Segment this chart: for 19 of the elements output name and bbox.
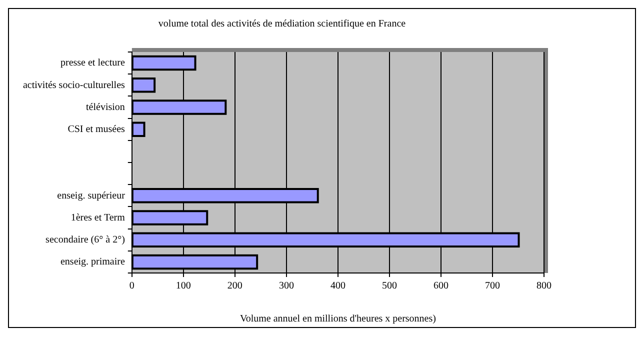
y-tick-label: 1ères et Term: [70, 212, 126, 224]
y-tick-label: enseig. supérieur: [57, 190, 126, 202]
x-tick-label: 500: [382, 280, 397, 292]
y-tick-label: télévision: [86, 102, 125, 113]
y-tick-label: enseig. primaire: [60, 256, 126, 268]
x-axis-title: Volume annuel en millions d'heures x personnes): [240, 314, 436, 325]
x-tick-label: 100: [176, 280, 191, 292]
x-tick-label: 600: [433, 280, 448, 292]
y-tick-label: CSI et musées: [68, 124, 126, 135]
x-tick-label: 0: [129, 280, 134, 292]
x-tick-label: 400: [330, 280, 346, 292]
chart-title: volume total des activités de médiation scientifique en France: [158, 18, 406, 30]
x-tick-label: 700: [484, 280, 500, 292]
y-tick-label: activités socio-culturelles: [22, 80, 126, 91]
y-tick-label: secondaire (6° à 2°): [46, 234, 125, 246]
y-tick-label: presse et lecture: [60, 58, 126, 69]
x-tick-label: 800: [536, 280, 552, 292]
x-tick-label: 300: [278, 280, 294, 292]
x-tick-label: 200: [227, 280, 242, 292]
